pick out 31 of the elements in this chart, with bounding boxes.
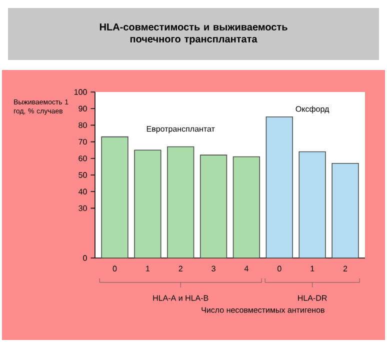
y-tick-label: 30	[78, 205, 87, 212]
x-tick-label: 0	[112, 266, 117, 272]
y-tick-label: 90	[78, 106, 87, 112]
text: HLA-A и HLA-B	[153, 295, 208, 301]
x-tick-label: 2	[178, 266, 182, 272]
x-tick-label: 0	[277, 266, 282, 272]
x-tick-label: 4	[244, 266, 248, 272]
y-tick-label: 80	[78, 122, 87, 128]
x-axis-title: Число несовместимых антигенов	[202, 307, 324, 313]
x-tick-label: 1	[310, 266, 314, 272]
y-tick-label: 50	[78, 172, 87, 178]
y-tick-label: 0	[83, 255, 87, 261]
text: HLA-DR	[298, 295, 327, 301]
text: Евротрансплантат	[146, 126, 215, 134]
x-tick-label: 1	[146, 266, 150, 272]
bar	[134, 150, 162, 258]
bar	[266, 116, 293, 258]
bar	[101, 136, 128, 258]
bar	[332, 162, 359, 258]
bar	[167, 146, 194, 258]
bar	[298, 151, 326, 258]
y-tick-label: 60	[78, 156, 87, 162]
bar	[232, 156, 260, 258]
series-label: Оксфорд	[296, 106, 330, 114]
x-tick-label: 3	[212, 266, 216, 272]
bar	[200, 154, 228, 258]
x-tick-label: 2	[343, 266, 348, 272]
y-tick-label: 100	[74, 89, 87, 95]
y-tick-label: 40	[78, 188, 87, 194]
y-tick-label: 70	[78, 138, 87, 145]
chart-title: HLA-совместимость и выживаемость почечного трансплантата	[100, 24, 288, 44]
